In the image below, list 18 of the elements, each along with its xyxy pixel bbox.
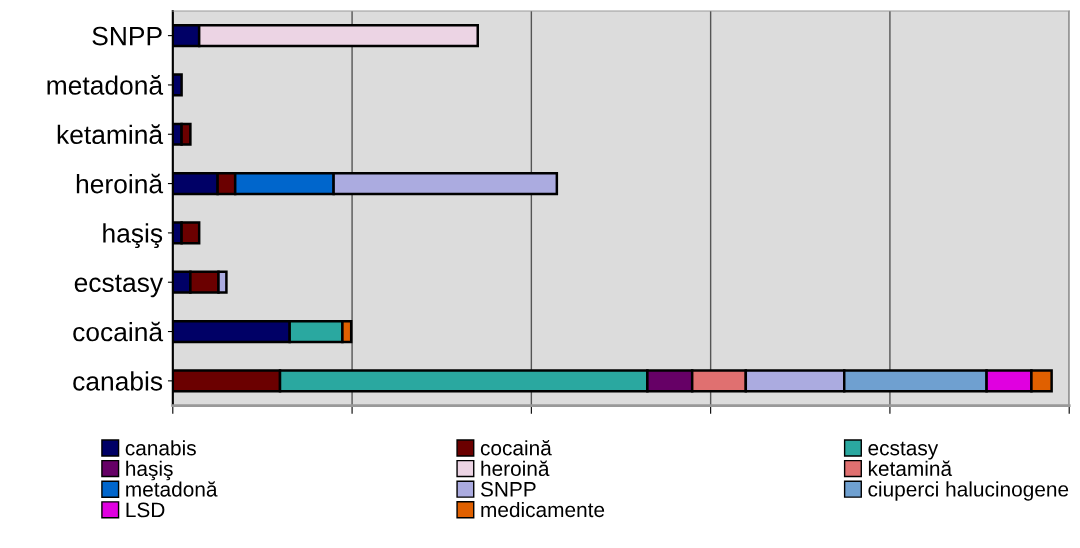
y-tick-label: SNPP [92, 26, 162, 46]
legend-label: heroină [481, 460, 550, 477]
y-tick-label: haşiş [103, 223, 163, 249]
legend-label: ciuperci halucinogene [868, 481, 1069, 501]
legend-label: SNPP [480, 481, 536, 497]
legend-label: metadonă [126, 481, 218, 497]
legend-label: medicamente [481, 501, 605, 518]
legend-label: cocaină [480, 439, 552, 456]
y-tick-label: ecstasy [74, 274, 164, 298]
y-tick-label: heroină [76, 173, 164, 194]
legend-label: ketamină [868, 460, 953, 477]
legend-label: canabis [125, 440, 196, 456]
y-tick-label: cocaină [73, 321, 164, 342]
y-tick-label: ketamină [57, 124, 164, 145]
y-tick-label: canabis [73, 371, 163, 391]
y-tick-label: metadonă [47, 75, 164, 95]
legend-label: LSD [126, 502, 165, 518]
legend-label: ecstasy [868, 441, 939, 460]
